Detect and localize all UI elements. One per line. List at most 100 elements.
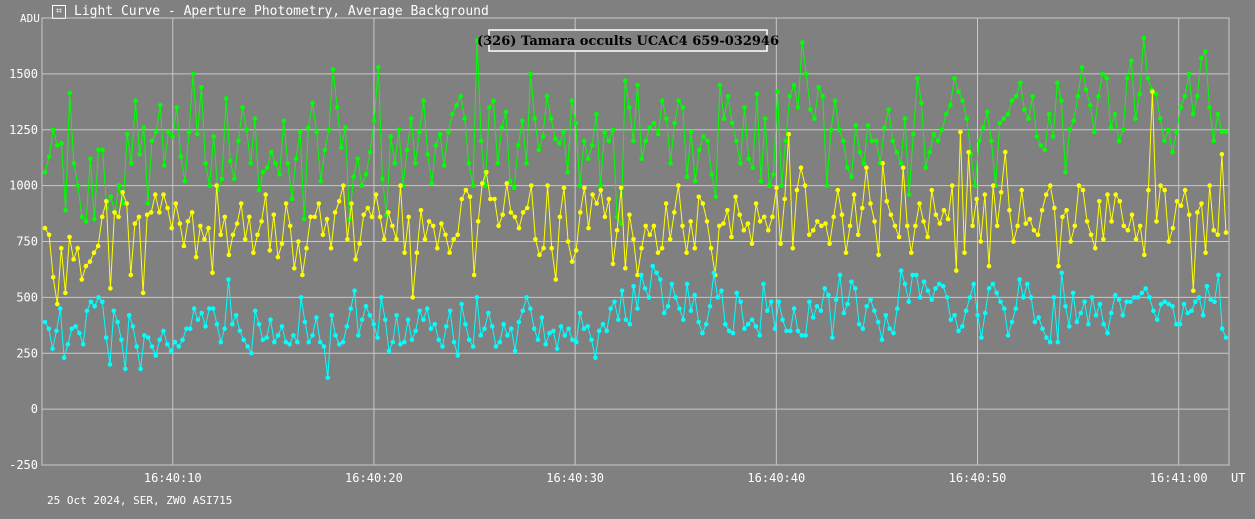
data-point (134, 344, 139, 349)
data-point (337, 342, 342, 347)
data-point (814, 304, 820, 309)
data-point (684, 250, 689, 255)
data-point (279, 324, 285, 329)
data-point (260, 337, 266, 343)
data-point (178, 154, 184, 159)
data-point (772, 326, 778, 332)
data-point (161, 328, 166, 334)
data-point (100, 299, 105, 305)
data-point (909, 250, 914, 255)
data-point (1059, 270, 1064, 276)
data-point (704, 219, 710, 224)
data-point (917, 201, 922, 206)
data-point (872, 219, 877, 224)
data-point (287, 223, 293, 229)
data-point (790, 245, 796, 251)
data-point (982, 310, 988, 316)
data-point (738, 299, 743, 305)
data-point (723, 321, 728, 327)
data-point (586, 225, 591, 231)
data-point (1055, 80, 1060, 86)
data-point (488, 196, 493, 202)
data-point (913, 223, 918, 229)
data-point (997, 120, 1002, 126)
data-point (1199, 55, 1204, 61)
data-point (495, 161, 500, 166)
data-point (765, 308, 770, 314)
data-point (933, 286, 938, 291)
data-point (940, 283, 946, 289)
data-point (210, 270, 215, 276)
data-point (1189, 308, 1194, 314)
data-point (872, 308, 877, 314)
data-point (758, 178, 764, 184)
data-point (725, 93, 731, 99)
data-point (875, 319, 881, 325)
data-point (655, 250, 661, 255)
data-point (672, 120, 677, 126)
data-point (268, 317, 273, 323)
data-point (83, 219, 89, 224)
data-point (119, 337, 124, 343)
data-point (1040, 326, 1045, 332)
data-point (1101, 321, 1106, 327)
data-point (962, 250, 967, 255)
data-point (557, 214, 563, 220)
data-point (726, 328, 732, 334)
data-point (749, 317, 755, 323)
data-point (820, 93, 825, 99)
data-point (371, 118, 377, 124)
data-point (638, 272, 644, 278)
data-point (1052, 205, 1057, 211)
data-point (1083, 87, 1089, 92)
data-point (42, 225, 48, 231)
data-point (1015, 223, 1020, 229)
data-point (888, 212, 894, 217)
data-point (137, 152, 142, 157)
data-point (891, 330, 896, 336)
data-point (741, 228, 747, 233)
data-point (462, 116, 468, 121)
data-point (799, 333, 805, 338)
data-point (275, 333, 281, 338)
data-point (816, 85, 821, 90)
data-point (80, 342, 86, 347)
data-point (273, 161, 278, 166)
data-point (218, 232, 223, 238)
series-2 (42, 89, 1229, 307)
data-point (361, 212, 367, 217)
data-point (190, 71, 196, 77)
data-point (198, 223, 203, 229)
data-point (616, 317, 621, 323)
data-point (1170, 304, 1175, 309)
data-point (569, 259, 575, 264)
data-point (344, 324, 350, 329)
data-point (982, 192, 988, 197)
data-point (285, 161, 291, 166)
data-point (512, 348, 518, 354)
data-point (474, 38, 480, 43)
data-point (1036, 315, 1041, 320)
data-point (1038, 143, 1044, 148)
data-point (1182, 187, 1188, 193)
data-point (145, 335, 151, 340)
data-point (59, 245, 64, 251)
data-point (902, 281, 908, 287)
data-point (496, 223, 501, 229)
data-point (230, 321, 235, 327)
data-point (833, 297, 839, 302)
data-point (169, 225, 174, 231)
data-point (418, 207, 424, 213)
data-point (406, 214, 412, 220)
data-point (745, 221, 751, 226)
data-point (63, 290, 68, 296)
data-point (324, 216, 330, 222)
data-point (186, 129, 192, 135)
data-point (475, 219, 481, 224)
data-point (207, 183, 212, 188)
data-point (860, 326, 866, 332)
data-point (905, 223, 910, 229)
data-point (1089, 295, 1095, 300)
data-point (363, 172, 369, 177)
data-point (275, 254, 281, 260)
